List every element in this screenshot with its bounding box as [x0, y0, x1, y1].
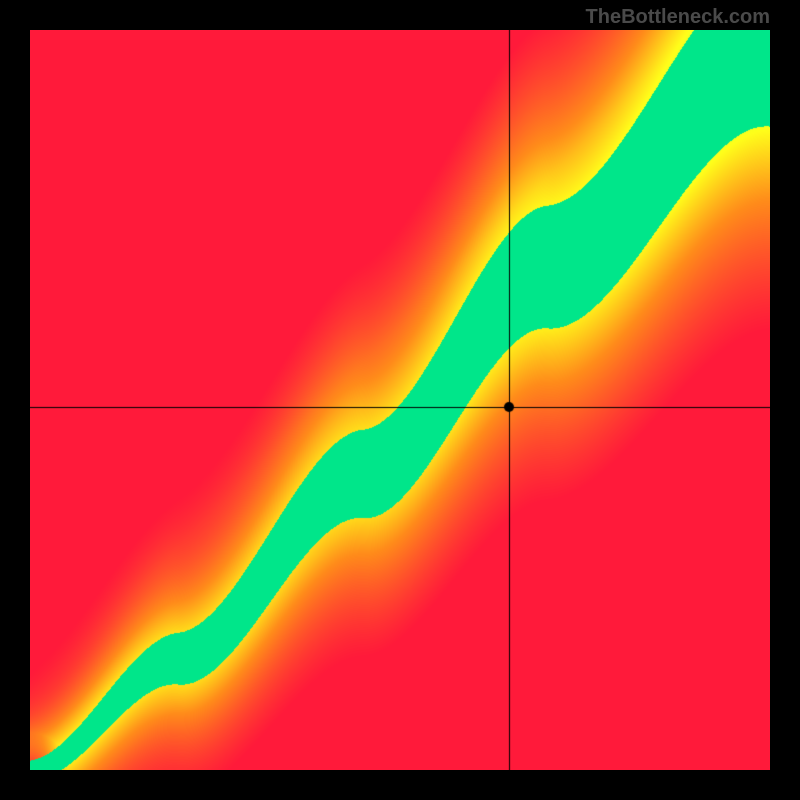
watermark-text: TheBottleneck.com [586, 6, 770, 29]
heatmap-canvas [30, 30, 770, 770]
heatmap-plot [30, 30, 770, 770]
